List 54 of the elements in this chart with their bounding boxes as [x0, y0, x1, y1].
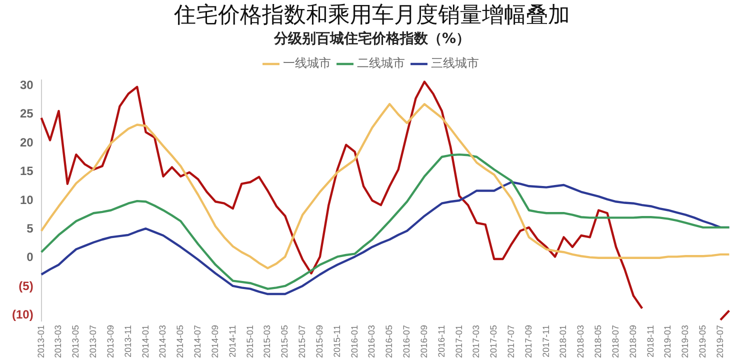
legend-label: 二线城市 — [357, 56, 405, 70]
x-tick-label: 2015-11 — [332, 324, 342, 358]
y-tick-label: 30 — [20, 78, 34, 92]
x-tick-label: 2016-03 — [366, 324, 377, 358]
x-tick-label: 2014-05 — [175, 324, 186, 358]
x-tick-label: 2013-07 — [88, 324, 98, 358]
x-tick-label: 2018-03 — [576, 324, 586, 358]
x-tick-label: 2018-01 — [558, 324, 568, 358]
x-tick-label: 2015-03 — [262, 324, 272, 358]
x-tick-label: 2014-09 — [210, 324, 220, 358]
x-tick-label: 2017-05 — [488, 324, 499, 358]
x-tick-label: 2019-07 — [714, 324, 725, 358]
x-tick-label: 2015-05 — [280, 324, 290, 358]
x-tick-label: 2018-09 — [628, 324, 638, 358]
x-tick-label: 2015-07 — [297, 324, 308, 358]
x-tick-label: 2019-03 — [680, 324, 690, 358]
x-tick-label: 2014-01 — [140, 324, 150, 358]
x-tick-label: 2016-11 — [436, 324, 446, 358]
x-tick-label: 2014-07 — [192, 324, 203, 358]
x-tick-label: 2017-11 — [540, 324, 551, 358]
x-tick-label: 2016-09 — [418, 324, 429, 358]
x-tick-label: 2019-05 — [698, 324, 708, 358]
y-tick-label: (5) — [18, 278, 34, 293]
chart-subtitle: 分级别百城住宅价格指数（%） — [272, 30, 472, 48]
y-tick-label: (10) — [12, 308, 34, 322]
x-tick-label: 2015-01 — [244, 324, 255, 358]
x-tick-label: 2013-01 — [36, 324, 46, 358]
legend-label: 一线城市 — [283, 56, 331, 70]
x-tick-label: 2018-05 — [593, 324, 604, 358]
x-tick-label: 2014-03 — [158, 324, 168, 358]
x-tick-label: 2017-01 — [454, 324, 464, 358]
x-tick-label: 2013-05 — [70, 324, 81, 358]
x-tick-label: 2017-03 — [471, 324, 482, 358]
y-tick-label: 15 — [20, 164, 34, 178]
y-tick-label: 10 — [20, 192, 34, 207]
y-tick-label: 25 — [20, 106, 34, 121]
x-tick-label: 2013-11 — [122, 324, 133, 358]
x-tick-label: 2017-09 — [523, 324, 534, 358]
x-tick-label: 2013-09 — [105, 324, 116, 358]
x-tick-label: 2019-01 — [662, 324, 673, 358]
y-tick-label: 20 — [20, 135, 34, 150]
x-tick-label: 2016-07 — [402, 324, 412, 358]
x-tick-label: 2018-11 — [645, 324, 656, 358]
x-tick-label: 2015-09 — [314, 324, 324, 358]
y-tick-label: 0 — [26, 250, 34, 264]
x-tick-label: 2016-01 — [349, 324, 360, 358]
y-tick-label: 5 — [26, 221, 34, 236]
x-tick-label: 2013-03 — [53, 324, 64, 358]
x-tick-label: 2018-07 — [610, 324, 620, 358]
x-tick-label: 2016-05 — [384, 324, 394, 358]
x-tick-label: 2014-11 — [227, 324, 238, 358]
legend-label: 三线城市 — [431, 56, 479, 70]
x-tick-label: 2017-07 — [506, 324, 516, 358]
chart-title: 住宅价格指数和乘用车月度销量增幅叠加 — [173, 2, 571, 30]
